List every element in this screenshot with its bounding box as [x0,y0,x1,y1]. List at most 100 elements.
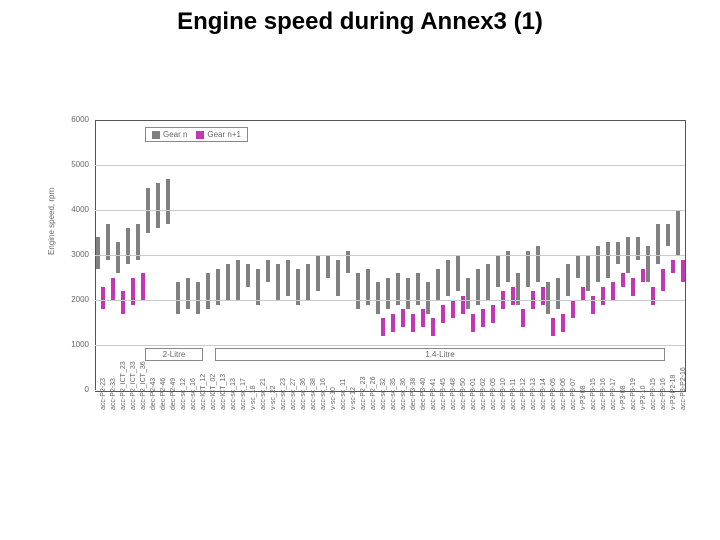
x-axis-labels: acc-P2-23acc-P2-33acc-P2_ICT_23acc-P2_IC… [95,410,685,530]
bar-gear-n1 [411,314,415,332]
bar-gear-n [226,264,230,300]
bar-gear-n [156,183,160,228]
y-axis-label: Engine speed, rpm [47,188,56,255]
x-tick-label: acc-P3-01 [470,378,477,410]
x-tick-label: v-sc_22 [270,385,277,410]
x-tick-label: acc-P2-33 [110,378,117,410]
bar-gear-n [356,273,360,309]
bar-gear-n1 [401,309,405,327]
bar-gear-n [196,282,200,314]
bar-gear-n1 [481,309,485,327]
bar-gear-n1 [381,318,385,336]
bar-gear-n [556,278,560,310]
bar-gear-n1 [441,305,445,323]
bar-gear-n1 [541,287,545,305]
x-tick-label: v-P3-08 [620,385,627,410]
bar-gear-n1 [121,291,125,314]
x-tick-label: v-P3-08 [580,385,587,410]
x-tick-label: acc-P3-15 [590,378,597,410]
bar-gear-n [456,255,460,291]
bar-gear-n1 [551,318,555,336]
bar-gear-n [176,282,180,314]
x-tick-label: acc-P3-45 [440,378,447,410]
x-tick-label: acc-P3-05 [550,378,557,410]
bar-gear-n [166,179,170,224]
x-tick-label: acc-sc_16 [320,378,327,410]
bar-gear-n [206,273,210,309]
bar-gear-n [606,242,610,278]
y-tick-label: 1000 [55,340,89,349]
x-tick-label: acc-P3-19 [630,378,637,410]
page-title: Engine speed during Annex3 (1) [0,8,720,36]
y-tick-label: 4000 [55,205,89,214]
bar-gear-n1 [491,305,495,323]
bar-gear-n [466,278,470,310]
bar-gear-n [246,264,250,287]
bar-gear-n [656,224,660,265]
x-tick-label: acc-P3-05 [490,378,497,410]
x-tick-label: acc-sc_32 [380,378,387,410]
x-tick-label: acc-sc_36 [300,378,307,410]
x-tick-label: acc-sc_12 [180,378,187,410]
bar-gear-n1 [511,287,515,305]
bar-gear-n1 [681,260,685,283]
x-tick-label: v-sc-10 [330,387,337,410]
bar-gear-n1 [621,273,625,287]
y-tick-label: 6000 [55,115,89,124]
x-tick-label: acc-P2_26 [370,377,377,410]
x-tick-label: acc-P3-13 [530,378,537,410]
bar-gear-n [596,246,600,282]
x-tick-label: acc-P3-06 [560,378,567,410]
x-tick-label: acc-P3-17 [610,378,617,410]
x-tick-label: acc-ICT_13 [220,374,227,410]
bar-gear-n [486,264,490,300]
x-tick-label: dec-P2-49 [170,378,177,410]
x-tick-label: v-sc-12 [350,387,357,410]
x-tick-label: dec-P3-40 [420,378,427,410]
x-tick-label: acc-sc_38 [310,378,317,410]
bar-gear-n1 [451,300,455,318]
bar-gear-n1 [421,309,425,327]
x-tick-label: acc-sc_16 [190,378,197,410]
x-tick-label: acc-sc_13 [230,378,237,410]
x-tick-label: acc-sc_17 [240,378,247,410]
bar-gear-n [586,255,590,291]
x-tick-label: acc-P3-10 [500,378,507,410]
bar-gear-n [186,278,190,310]
gridline [95,345,685,346]
x-tick-label: acc-P3-P2-16 [680,367,687,410]
bar-gear-n [96,237,100,269]
x-tick-label: dec-P2-43 [150,378,157,410]
bar-gear-n1 [571,300,575,318]
x-tick-label: acc-P3-16 [660,378,667,410]
y-tick-label: 3000 [55,250,89,259]
bar-gear-n [436,269,440,301]
x-tick-label: v-P3-P2-18 [670,375,677,410]
x-tick-label: acc-P2-23 [100,378,107,410]
page: Engine speed during Annex3 (1) Engine sp… [0,0,720,540]
x-tick-label: acc-sc_23 [280,378,287,410]
bar-gear-n [386,278,390,310]
annotation: 1.4-Litre [215,348,665,361]
bar-gear-n [426,282,430,314]
x-tick-label: v-sc_18 [250,385,257,410]
bar-gear-n [276,264,280,300]
x-tick-label: acc-P3-48 [450,378,457,410]
bar-gear-n [566,264,570,296]
bar-gear-n [496,255,500,287]
x-tick-label: dec-P3-38 [410,378,417,410]
x-tick-label: acc-P3-14 [540,378,547,410]
bar-gear-n [316,255,320,291]
bar-gear-n [286,260,290,296]
x-tick-label: acc-P3-50 [460,378,467,410]
bar-gear-n1 [521,309,525,327]
y-tick-label: 0 [55,385,89,394]
bar-gear-n [306,264,310,300]
x-tick-label: acc-P3-41 [430,378,437,410]
bar-gear-n [636,237,640,260]
bar-gear-n1 [471,314,475,332]
bar-gear-n1 [631,278,635,296]
bar-gear-n1 [641,269,645,283]
bar-gear-n [116,242,120,274]
bar-gear-n1 [561,314,565,332]
